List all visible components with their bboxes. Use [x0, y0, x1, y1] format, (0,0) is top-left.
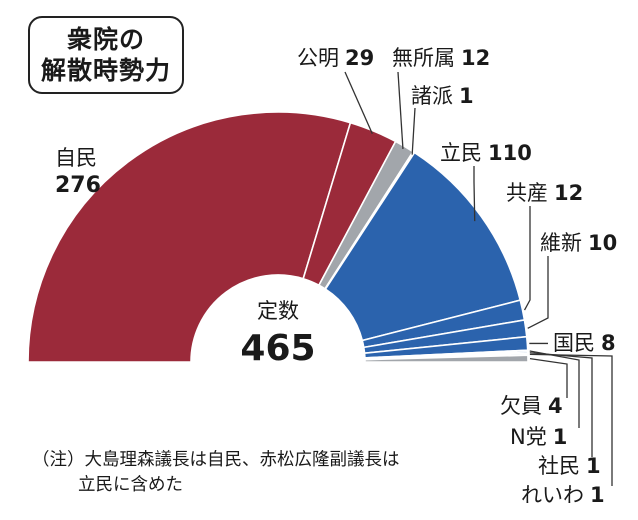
leader-れいわ [529, 353, 613, 486]
title-line-1: 衆院の [66, 25, 145, 54]
slice-自民 [27, 111, 352, 363]
leader-公明 [344, 71, 373, 134]
label-公明: 公明 29 [297, 46, 374, 70]
chart-title: 衆院の 解散時勢力 [28, 16, 184, 94]
leader-無所属 [397, 71, 404, 149]
label-社民: 社民 1 [538, 454, 601, 478]
label-国民: 国民 8 [553, 331, 616, 355]
label-自民-name: 自民 [55, 146, 97, 170]
footnote-line-1: （注）大島理森議長は自民、赤松広隆副議長は [32, 450, 400, 470]
center-label: 定数 [257, 299, 299, 323]
leader-諸派 [411, 107, 416, 155]
label-無所属: 無所属 12 [392, 46, 490, 70]
label-立民: 立民 110 [440, 141, 532, 165]
leader-欠員 [529, 357, 568, 398]
label-維新: 維新 10 [540, 231, 617, 255]
footnote: （注）大島理森議長は自民、赤松広隆副議長は 立民に含めた [32, 448, 400, 498]
label-欠員: 欠員 4 [500, 394, 563, 418]
label-共産: 共産 12 [506, 181, 583, 205]
leader-維新 [527, 256, 549, 329]
center-value: 465 [240, 328, 315, 369]
slice-欠員 [364, 354, 529, 363]
label-N党: N党 1 [510, 425, 567, 449]
slice-立民 [324, 151, 522, 342]
footnote-line-2: 立民に含めた [78, 475, 183, 495]
label-れいわ: れいわ 1 [521, 483, 605, 507]
leader-立民 [473, 166, 476, 222]
title-line-2: 解散時勢力 [40, 56, 171, 85]
label-諸派: 諸派 1 [411, 84, 474, 108]
label-自民-value: 276 [55, 173, 101, 198]
leader-共産 [523, 206, 531, 311]
